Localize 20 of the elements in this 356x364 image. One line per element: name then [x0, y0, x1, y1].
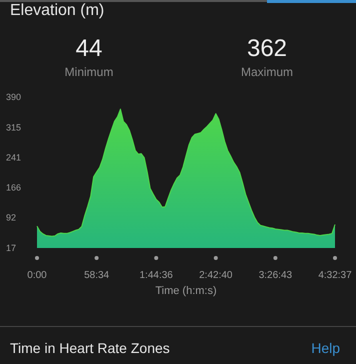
text: Minimum — [64, 65, 114, 79]
text: Help — [311, 340, 340, 356]
x-tick-label: 1:44:36 — [140, 270, 174, 281]
x-axis-title: Time (h:m:s) — [155, 285, 217, 297]
y-tick-label: 390 — [6, 92, 22, 102]
x-tick-label: 4:32:37 — [318, 270, 352, 281]
x-tick-label: 0:00 — [27, 270, 48, 281]
x-tick-label: 2:42:40 — [199, 270, 233, 281]
text: 44 — [74, 35, 104, 63]
y-tick-label: 17 — [6, 243, 16, 253]
y-tick-label: 166 — [6, 182, 22, 193]
x-tick-label: 3:26:43 — [258, 270, 293, 281]
x-tick-label: 58:34 — [84, 270, 110, 281]
y-tick-label: 315 — [6, 122, 22, 132]
chart-title: Elevation (m) — [10, 2, 104, 20]
text: Time in Heart Rate Zones — [10, 340, 170, 356]
text: Maximum — [240, 65, 294, 79]
text: 362 — [246, 35, 288, 63]
y-tick-label: 92 — [6, 212, 16, 223]
y-tick-label: 241 — [6, 152, 22, 162]
